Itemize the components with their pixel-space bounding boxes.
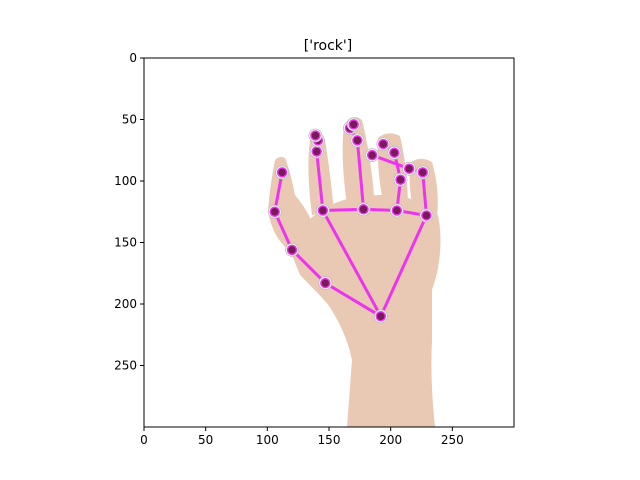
landmark-point <box>286 244 298 256</box>
connection-line <box>315 149 325 213</box>
y-axis: 0 50 100 150 200 250 <box>114 51 144 373</box>
connection-line <box>321 209 383 318</box>
landmark-point <box>269 206 280 217</box>
plot-title: ['rock'] <box>304 38 352 54</box>
x-tick-label: 250 <box>441 433 464 447</box>
landmark-point <box>352 135 363 146</box>
y-tick-label: 100 <box>114 174 137 188</box>
connection-line <box>290 248 327 285</box>
connection-line <box>379 213 428 318</box>
landmark-point <box>320 277 331 289</box>
landmark-point <box>276 167 288 178</box>
x-tick-label: 150 <box>318 433 341 447</box>
y-tick-label: 50 <box>122 113 137 127</box>
connection-line <box>355 138 366 211</box>
x-tick-label: 0 <box>140 433 148 447</box>
y-tick-label: 0 <box>129 51 137 65</box>
hand-photo <box>268 116 441 427</box>
y-tick-label: 150 <box>114 236 137 250</box>
landmark-point <box>395 174 406 186</box>
landmark-point <box>375 311 387 322</box>
landmark-point <box>378 138 389 150</box>
landmark-point <box>421 210 432 221</box>
landmark-point <box>317 205 329 216</box>
landmark-point <box>358 204 369 215</box>
connection-line <box>273 210 294 252</box>
x-tick-label: 200 <box>379 433 402 447</box>
palm <box>290 195 441 339</box>
landmark-point <box>348 119 359 130</box>
landmark-point <box>391 205 403 216</box>
y-tick-label: 250 <box>114 359 137 373</box>
x-tick-label: 50 <box>198 433 213 447</box>
y-tick-label: 200 <box>114 297 137 311</box>
landmark-point <box>389 147 400 158</box>
landmark-point <box>403 163 415 174</box>
landmark-point <box>310 130 321 141</box>
hand-landmarks <box>267 117 434 324</box>
connection-line <box>323 281 383 318</box>
landmark-point <box>366 149 378 161</box>
connection-line <box>421 170 428 217</box>
image-area <box>144 58 514 427</box>
x-axis: 0 50 100 150 200 250 <box>140 427 464 447</box>
landmark-point <box>417 167 428 178</box>
landmark-point <box>311 146 322 157</box>
x-tick-label: 100 <box>256 433 279 447</box>
